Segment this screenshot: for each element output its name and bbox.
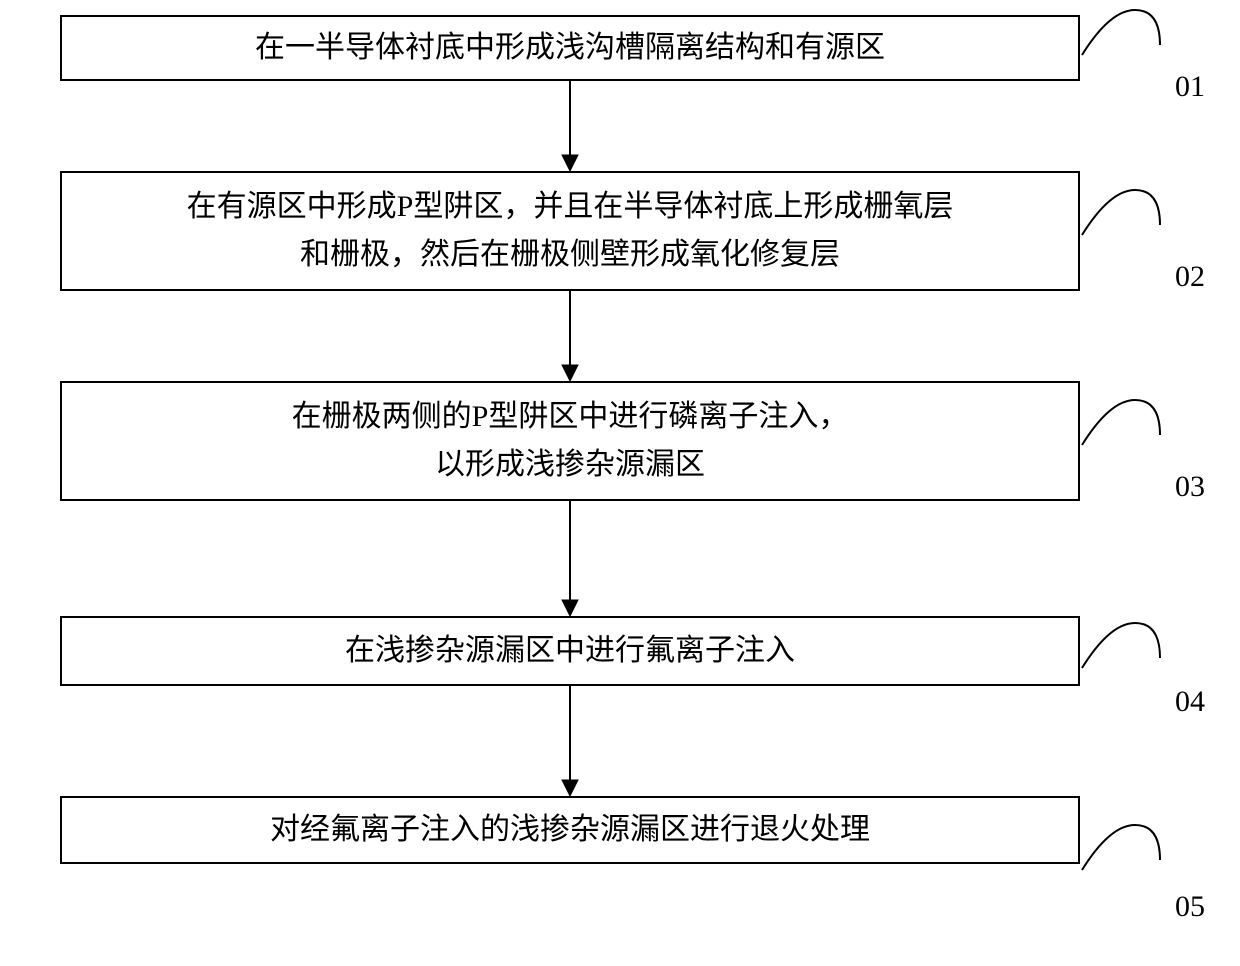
callout-curve-icon [1080,185,1170,265]
flow-step-01: 在一半导体衬底中形成浅沟槽隔离结构和有源区 [60,15,1080,81]
step-label-04: 04 [1175,685,1205,719]
callout-01 [1080,5,1170,85]
callout-02 [1080,185,1170,265]
step-label-03: 03 [1175,470,1205,504]
callout-curve-icon [1080,395,1170,475]
flow-step-03: 在栅极两侧的P型阱区中进行磷离子注入， 以形成浅掺杂源漏区 [60,381,1080,501]
flow-step-05: 对经氟离子注入的浅掺杂源漏区进行退火处理 [60,796,1080,864]
arrow-icon [555,81,585,171]
step-01-text: 在一半导体衬底中形成浅沟槽隔离结构和有源区 [255,24,885,72]
arrow-04-05 [60,686,1080,796]
arrow-icon [555,686,585,796]
flow-step-04: 在浅掺杂源漏区中进行氟离子注入 [60,616,1080,686]
step-02-text: 在有源区中形成P型阱区，并且在半导体衬底上形成栅氧层 和栅极，然后在栅极侧壁形成… [187,183,954,279]
arrow-03-04 [60,501,1080,616]
step-04-text: 在浅掺杂源漏区中进行氟离子注入 [345,627,795,675]
callout-05 [1080,820,1170,900]
callout-03 [1080,395,1170,475]
arrow-icon [555,291,585,381]
step-label-02: 02 [1175,260,1205,294]
flow-step-02: 在有源区中形成P型阱区，并且在半导体衬底上形成栅氧层 和栅极，然后在栅极侧壁形成… [60,171,1080,291]
step-05-text: 对经氟离子注入的浅掺杂源漏区进行退火处理 [270,806,870,854]
callout-curve-icon [1080,618,1170,698]
callout-04 [1080,618,1170,698]
flowchart-container: 在一半导体衬底中形成浅沟槽隔离结构和有源区 在有源区中形成P型阱区，并且在半导体… [60,15,1150,864]
step-03-text: 在栅极两侧的P型阱区中进行磷离子注入， 以形成浅掺杂源漏区 [292,393,849,489]
arrow-icon [555,501,585,616]
arrow-01-02 [60,81,1080,171]
arrow-02-03 [60,291,1080,381]
step-label-05: 05 [1175,890,1205,924]
step-label-01: 01 [1175,70,1205,104]
callout-curve-icon [1080,5,1170,85]
callout-curve-icon [1080,820,1170,900]
